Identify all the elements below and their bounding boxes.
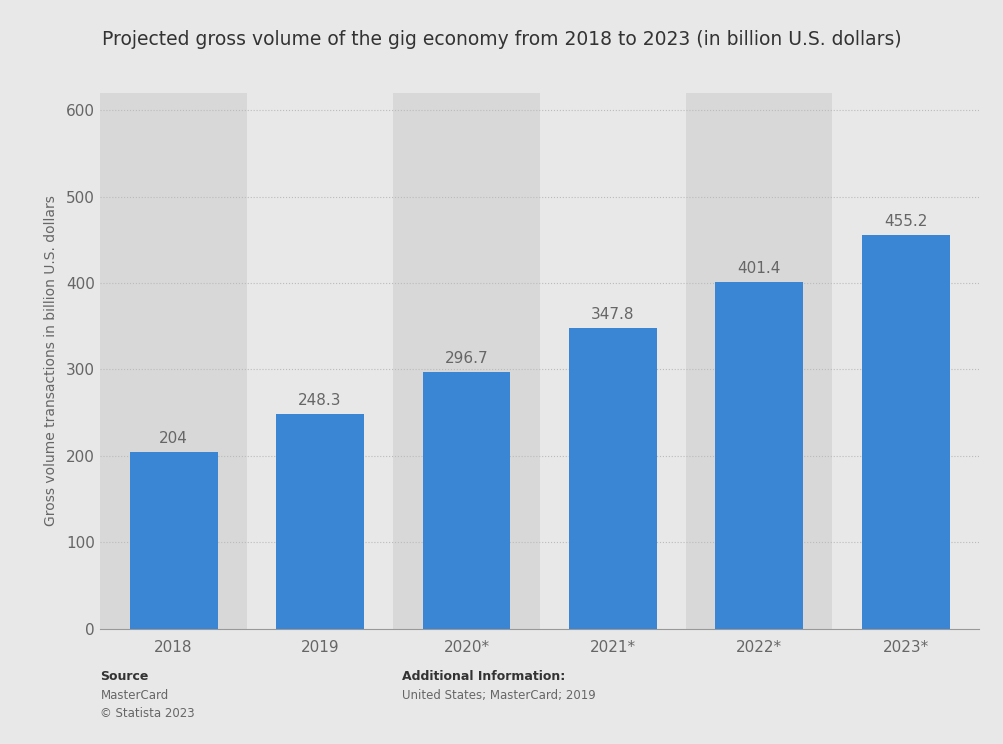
Text: 347.8: 347.8 [591, 307, 634, 322]
Text: 401.4: 401.4 [737, 261, 780, 276]
Bar [393, 93, 540, 629]
Bar [685, 93, 831, 629]
Text: MasterCard: MasterCard [100, 689, 169, 702]
Text: 455.2: 455.2 [883, 214, 927, 229]
Bar [276, 414, 363, 629]
Text: © Statista 2023: © Statista 2023 [100, 707, 195, 719]
Text: Additional Information:: Additional Information: [401, 670, 565, 682]
Bar [831, 93, 978, 629]
Bar [247, 93, 393, 629]
Bar [422, 372, 510, 629]
Text: United States; MasterCard; 2019: United States; MasterCard; 2019 [401, 689, 595, 702]
Y-axis label: Gross volume transactions in billion U.S. dollars: Gross volume transactions in billion U.S… [43, 196, 57, 526]
Bar [129, 452, 218, 629]
Bar [714, 282, 802, 629]
Text: 204: 204 [159, 432, 188, 446]
Text: 296.7: 296.7 [444, 351, 487, 366]
Text: Projected gross volume of the gig economy from 2018 to 2023 (in billion U.S. dol: Projected gross volume of the gig econom… [102, 30, 901, 49]
Text: 248.3: 248.3 [298, 393, 341, 408]
Bar [100, 93, 247, 629]
Text: Source: Source [100, 670, 148, 682]
Bar [540, 93, 685, 629]
Bar [569, 328, 656, 629]
Bar [861, 235, 949, 629]
